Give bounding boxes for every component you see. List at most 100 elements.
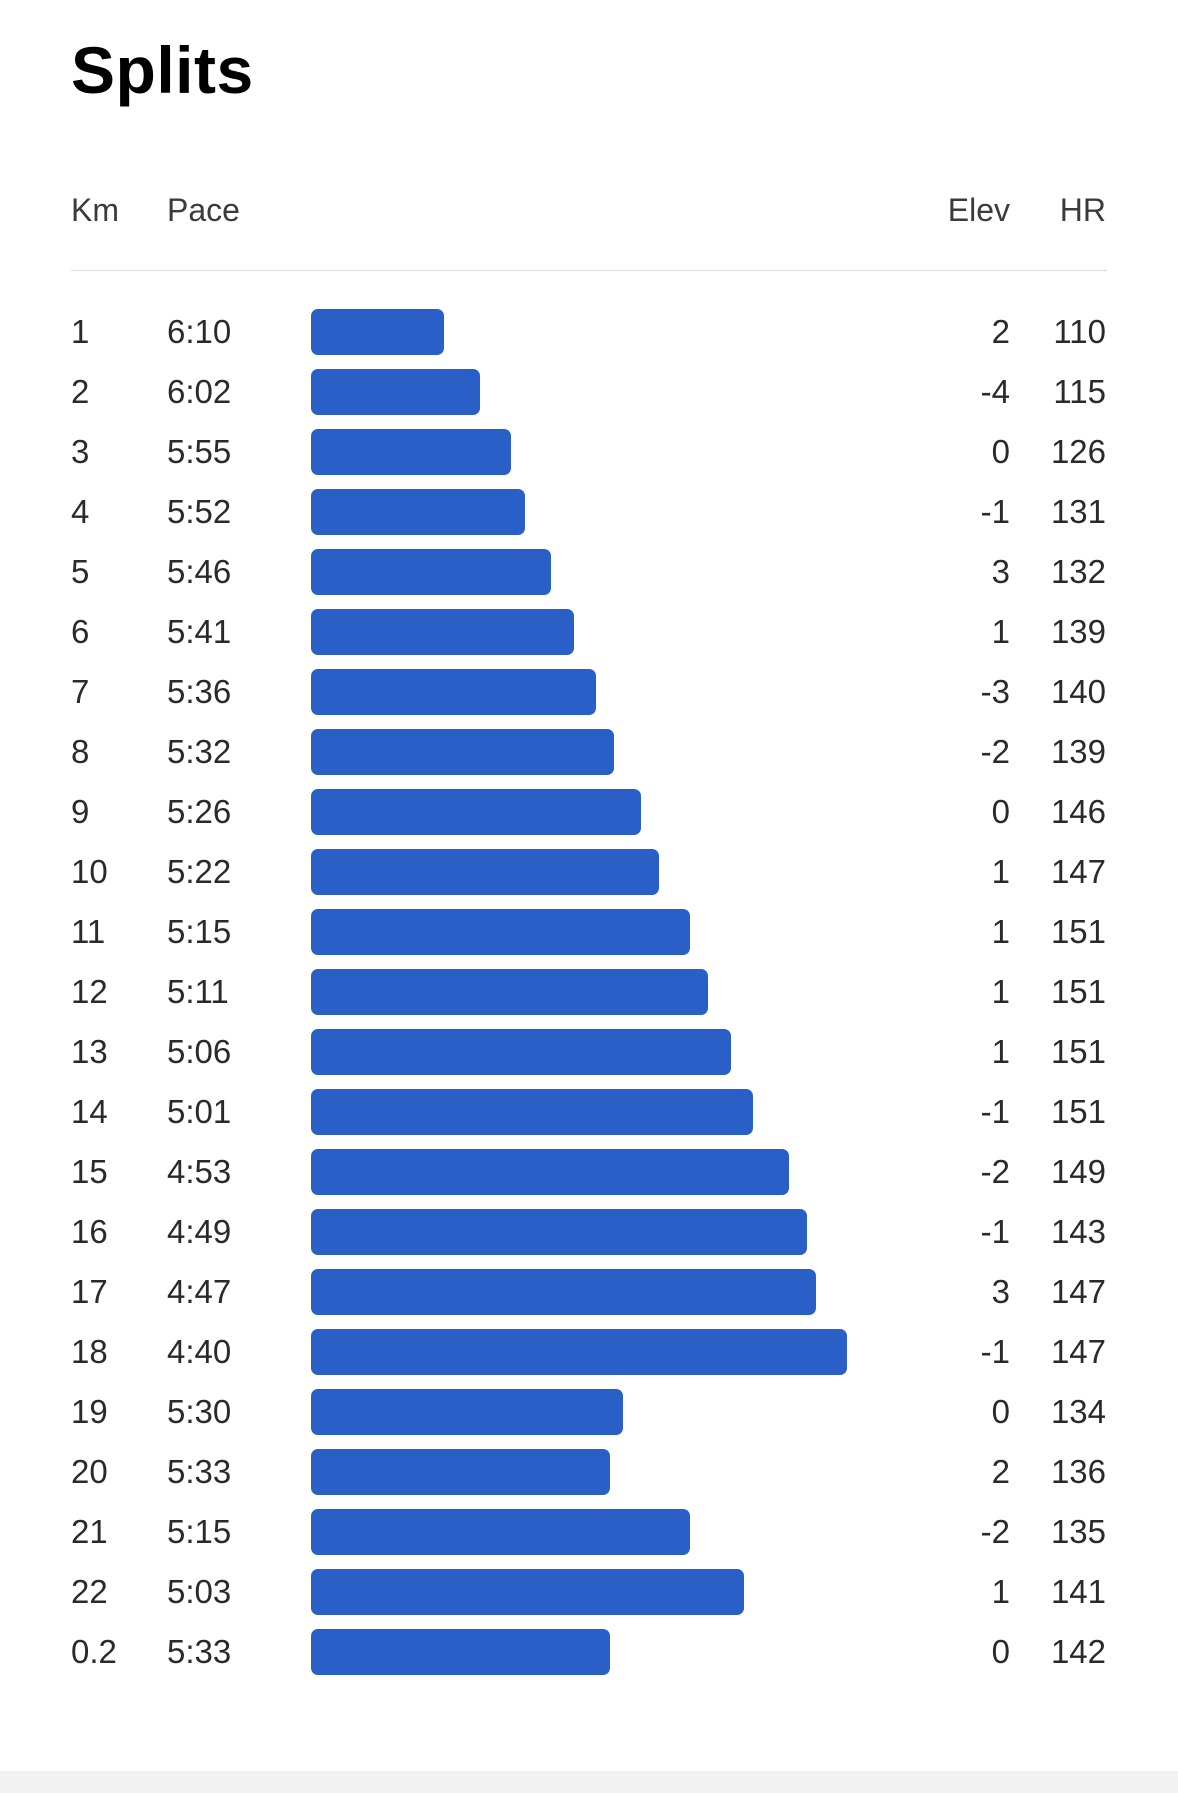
pace-bar (311, 609, 574, 655)
split-pace: 5:55 (167, 433, 232, 470)
pace-bar (311, 1209, 807, 1255)
split-row: 0.2 5:33 0 142 (0, 1622, 1178, 1682)
split-hr: 115 (1053, 373, 1106, 410)
pace-bar (311, 369, 480, 415)
split-km: 2 (71, 373, 90, 410)
split-hr: 134 (1050, 1393, 1106, 1430)
split-row: 21 5:15 -2 135 (0, 1502, 1178, 1562)
pace-bar (311, 849, 659, 895)
split-pace: 5:33 (167, 1633, 232, 1670)
split-km: 21 (71, 1513, 108, 1550)
split-pace: 5:15 (167, 1513, 232, 1550)
split-row: 2 6:02 -4 115 (0, 362, 1178, 422)
split-elev: 0 (991, 433, 1010, 470)
split-hr: 147 (1050, 1273, 1106, 1310)
split-row: 19 5:30 0 134 (0, 1382, 1178, 1442)
split-hr: 149 (1050, 1153, 1106, 1190)
split-row: 7 5:36 -3 140 (0, 662, 1178, 722)
split-elev: 2 (991, 313, 1010, 350)
split-pace: 5:46 (167, 553, 232, 590)
split-elev: -1 (980, 1093, 1010, 1130)
split-hr: 132 (1050, 553, 1106, 590)
split-pace: 5:52 (167, 493, 232, 530)
split-hr: 139 (1050, 613, 1106, 650)
split-elev: 3 (991, 553, 1010, 590)
split-hr: 147 (1050, 1333, 1106, 1370)
split-row: 3 5:55 0 126 (0, 422, 1178, 482)
split-km: 1 (71, 313, 90, 350)
pace-bar (311, 1329, 847, 1375)
split-km: 20 (71, 1453, 108, 1490)
split-km: 14 (71, 1093, 108, 1130)
split-row: 20 5:33 2 136 (0, 1442, 1178, 1502)
split-km: 16 (71, 1213, 108, 1250)
split-pace: 5:32 (167, 733, 232, 770)
split-elev: -3 (980, 673, 1010, 710)
split-row: 6 5:41 1 139 (0, 602, 1178, 662)
pace-bar (311, 909, 690, 955)
split-km: 11 (71, 913, 106, 950)
header-divider (71, 270, 1107, 271)
split-row: 1 6:10 2 110 (0, 302, 1178, 362)
column-header-km: Km (71, 192, 119, 228)
split-hr: 151 (1050, 973, 1106, 1010)
split-elev: 1 (991, 613, 1010, 650)
split-elev: 1 (991, 1033, 1010, 1070)
split-pace: 6:02 (167, 373, 232, 410)
split-pace: 5:03 (167, 1573, 232, 1610)
split-km: 18 (71, 1333, 108, 1370)
split-km: 17 (71, 1273, 108, 1310)
split-km: 10 (71, 853, 108, 890)
pace-bar (311, 729, 614, 775)
split-row: 17 4:47 3 147 (0, 1262, 1178, 1322)
pace-bar (311, 309, 444, 355)
split-hr: 147 (1050, 853, 1106, 890)
split-row: 4 5:52 -1 131 (0, 482, 1178, 542)
split-hr: 139 (1050, 733, 1106, 770)
column-header-elev: Elev (947, 192, 1010, 228)
split-pace: 4:47 (167, 1273, 232, 1310)
split-elev: 1 (991, 913, 1010, 950)
split-km: 6 (71, 613, 90, 650)
pace-bar (311, 789, 641, 835)
split-hr: 151 (1050, 1093, 1106, 1130)
split-row: 14 5:01 -1 151 (0, 1082, 1178, 1142)
split-row: 8 5:32 -2 139 (0, 722, 1178, 782)
split-hr: 151 (1050, 1033, 1106, 1070)
split-elev: -4 (980, 373, 1010, 410)
split-elev: -2 (980, 1153, 1010, 1190)
split-hr: 110 (1053, 313, 1106, 350)
split-elev: -1 (980, 493, 1010, 530)
split-hr: 151 (1050, 913, 1106, 950)
split-pace: 5:33 (167, 1453, 232, 1490)
split-elev: 0 (991, 793, 1010, 830)
split-hr: 141 (1050, 1573, 1106, 1610)
split-row: 15 4:53 -2 149 (0, 1142, 1178, 1202)
split-pace: 5:11 (167, 973, 229, 1010)
pace-bar (311, 1629, 610, 1675)
split-pace: 6:10 (167, 313, 232, 350)
split-pace: 5:26 (167, 793, 232, 830)
page-title: Splits (71, 33, 254, 107)
split-elev: -2 (980, 733, 1010, 770)
split-pace: 5:36 (167, 673, 232, 710)
split-hr: 142 (1050, 1633, 1106, 1670)
split-elev: 1 (991, 973, 1010, 1010)
pace-bar (311, 489, 525, 535)
split-hr: 143 (1050, 1213, 1106, 1250)
split-pace: 4:53 (167, 1153, 232, 1190)
split-row: 9 5:26 0 146 (0, 782, 1178, 842)
split-elev: -2 (980, 1513, 1010, 1550)
column-header-pace: Pace (167, 192, 240, 228)
pace-bar (311, 669, 596, 715)
split-elev: 0 (991, 1393, 1010, 1430)
pace-bar (311, 969, 708, 1015)
split-km: 4 (71, 493, 90, 530)
split-hr: 140 (1050, 673, 1106, 710)
split-hr: 146 (1050, 793, 1106, 830)
split-elev: -1 (980, 1213, 1010, 1250)
pace-bar (311, 1449, 610, 1495)
split-pace: 5:22 (167, 853, 232, 890)
pace-bar (311, 549, 551, 595)
